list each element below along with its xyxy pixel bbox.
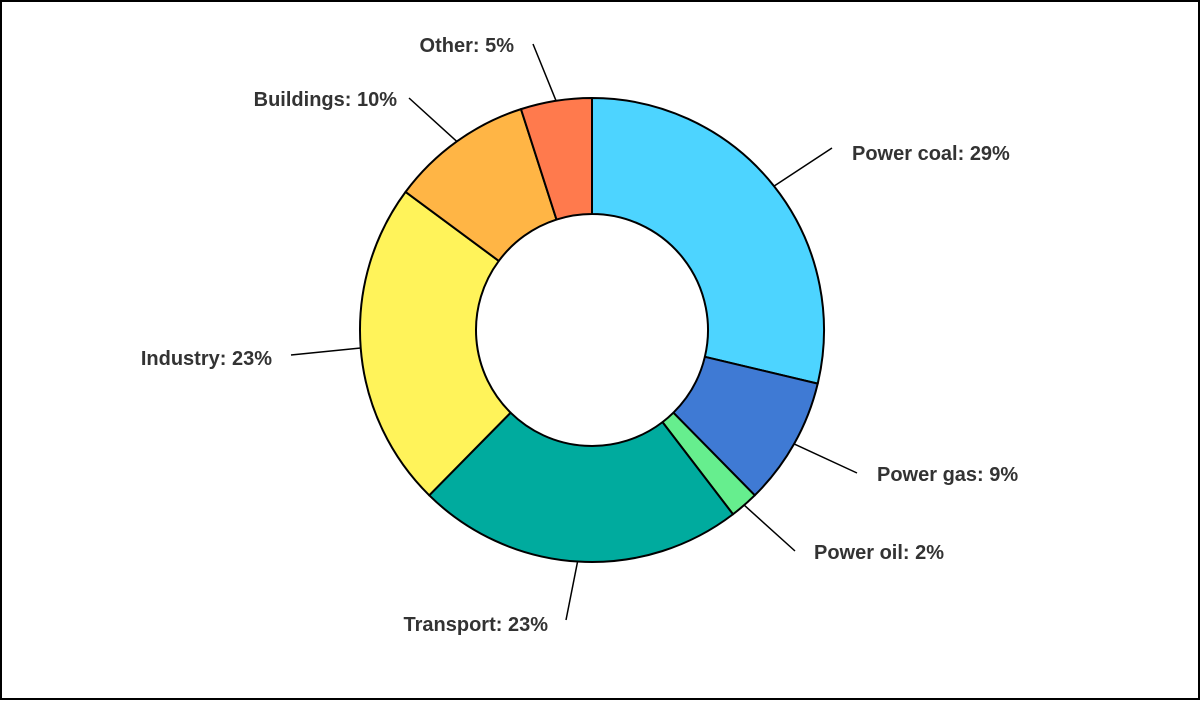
slice-label-buildings: Buildings: 10% [254, 89, 398, 111]
slice-industry [359, 190, 512, 497]
slice-label-power-gas: Power gas: 9% [877, 464, 1018, 486]
leader-line-other [532, 43, 557, 102]
slice-power-coal [591, 97, 825, 385]
leader-line-power-oil [743, 504, 796, 552]
leader-line-power-coal [773, 147, 833, 187]
slice-label-power-oil: Power oil: 2% [814, 542, 944, 564]
labels-group: Power coal: 29% Power gas: 9% Power oil: 2… [141, 35, 1019, 636]
slice-label-power-coal: Power coal: 29% [852, 143, 1010, 165]
slice-transport [428, 411, 734, 563]
leader-line-buildings [408, 97, 458, 143]
slice-other [519, 97, 593, 221]
slice-label-industry: Industry: 23% [141, 348, 272, 370]
slices-group [359, 97, 825, 563]
leader-lines-group [290, 43, 858, 621]
leader-line-industry [290, 347, 361, 356]
slice-label-other: Other: 5% [420, 35, 515, 57]
slice-label-transport: Transport: 23% [404, 614, 549, 636]
leader-line-transport [565, 561, 579, 621]
leader-line-power-gas [793, 443, 858, 474]
